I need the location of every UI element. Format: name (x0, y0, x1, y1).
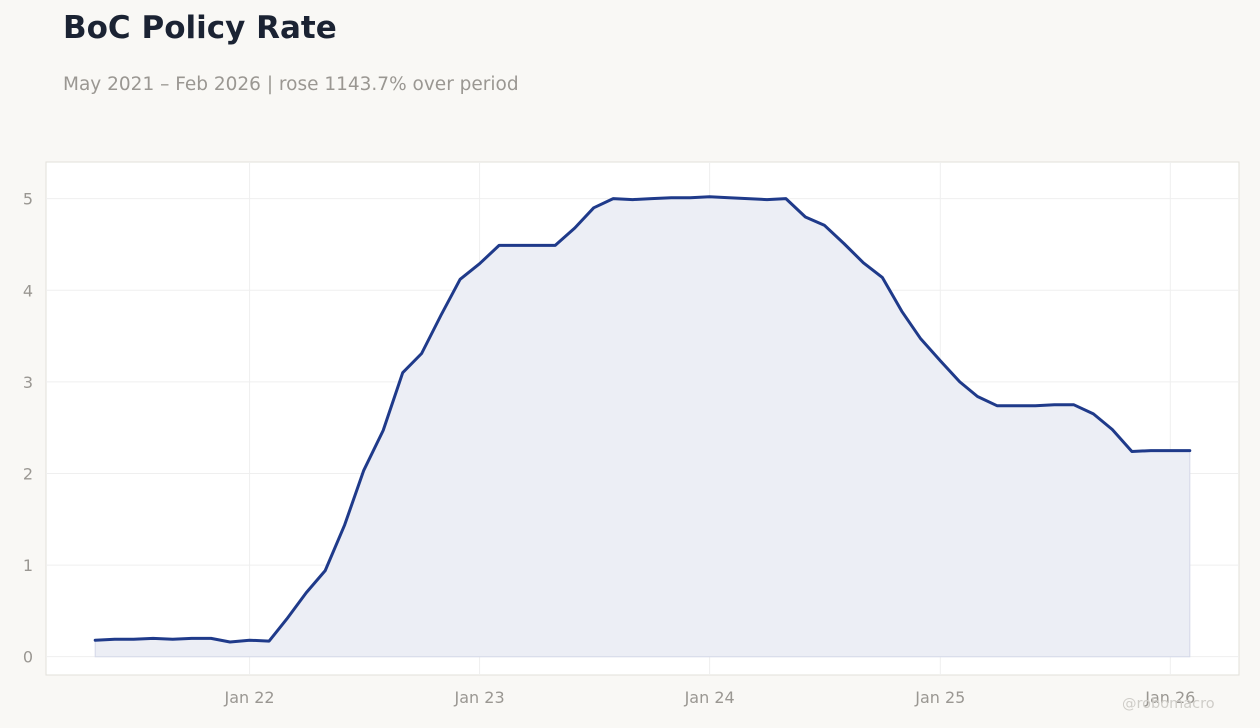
y-tick-label: 2 (23, 464, 33, 483)
watermark: @robomacro (1122, 696, 1215, 712)
y-tick-label: 5 (23, 190, 33, 209)
y-tick-label: 3 (23, 373, 33, 392)
y-axis-ticks: 0 1 2 3 4 5 (23, 190, 33, 667)
chart-subtitle: May 2021 – Feb 2026 | rose 1143.7% over … (63, 74, 519, 95)
series-line (93, 195, 1192, 644)
y-tick-label: 4 (23, 281, 33, 300)
chart-title: BoC Policy Rate (63, 10, 337, 46)
y-tick-label: 1 (23, 556, 33, 575)
x-tick-label: Jan 22 (224, 688, 275, 707)
x-tick-label: Jan 23 (454, 688, 505, 707)
x-axis-ticks: Jan 22 Jan 23 Jan 24 Jan 25 Jan 26 (224, 688, 1196, 707)
x-tick-label: Jan 26 (1144, 688, 1195, 707)
x-tick-label: Jan 24 (684, 688, 735, 707)
x-tick-label: Jan 25 (914, 688, 965, 707)
y-tick-label: 0 (23, 648, 33, 667)
